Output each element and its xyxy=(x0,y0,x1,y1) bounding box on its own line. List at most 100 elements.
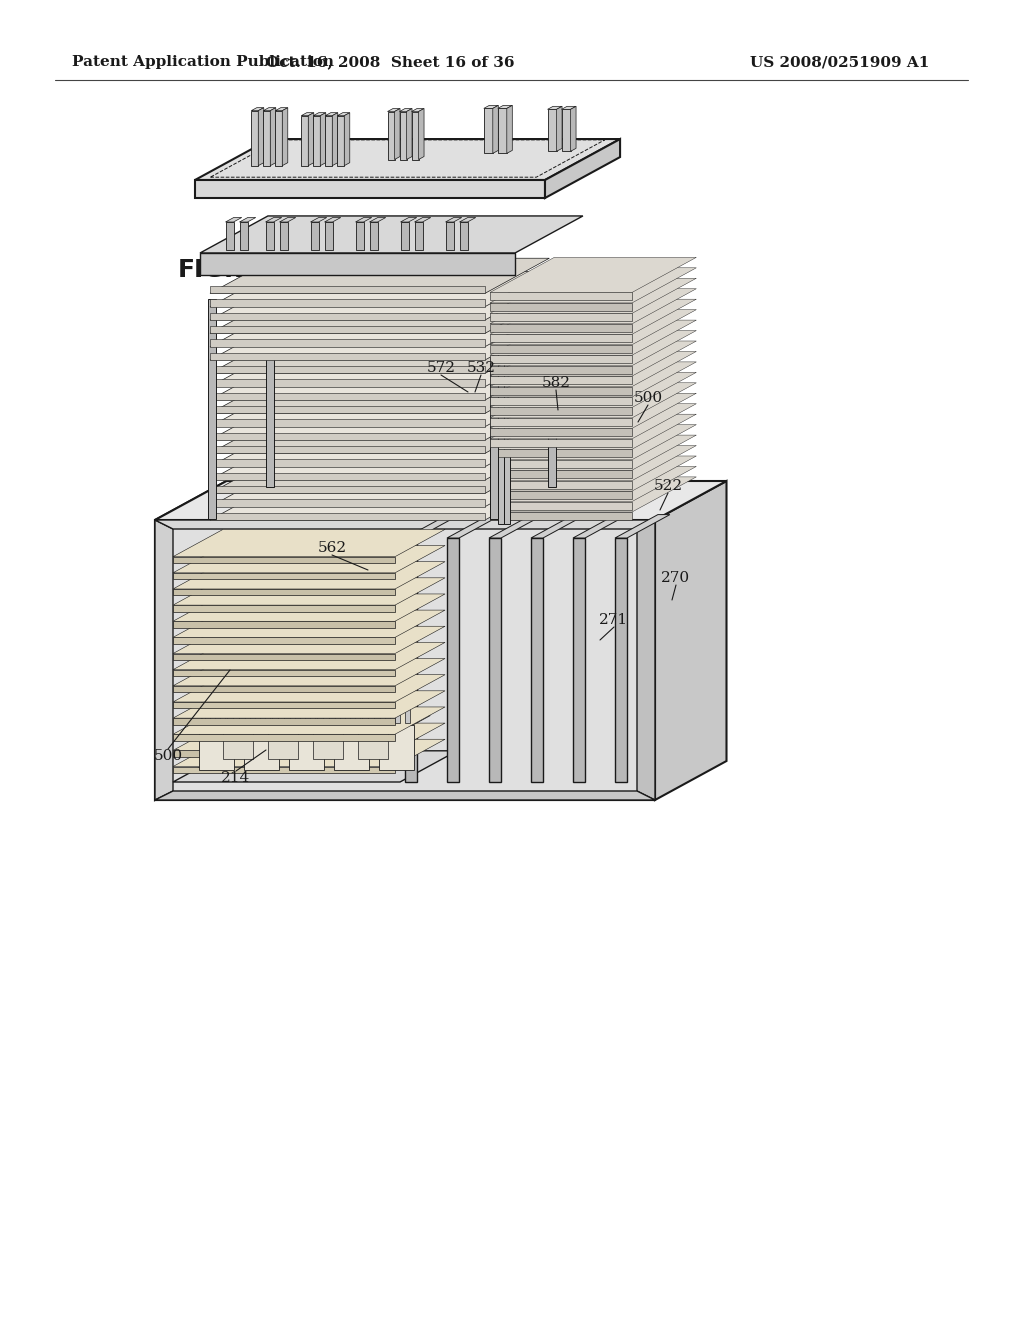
Polygon shape xyxy=(493,106,499,153)
Polygon shape xyxy=(173,739,445,767)
Polygon shape xyxy=(265,218,282,222)
Polygon shape xyxy=(490,512,632,520)
Text: 500: 500 xyxy=(154,748,182,763)
Polygon shape xyxy=(490,470,632,478)
Polygon shape xyxy=(227,709,233,723)
Polygon shape xyxy=(379,725,414,770)
Polygon shape xyxy=(415,222,423,249)
Polygon shape xyxy=(310,222,318,249)
Polygon shape xyxy=(210,446,485,453)
Polygon shape xyxy=(447,515,502,539)
Polygon shape xyxy=(210,445,549,480)
Polygon shape xyxy=(490,319,696,355)
Polygon shape xyxy=(490,300,696,334)
Polygon shape xyxy=(210,407,485,413)
Polygon shape xyxy=(548,267,556,487)
Polygon shape xyxy=(490,466,696,502)
Text: Patent Application Publication: Patent Application Publication xyxy=(72,55,334,69)
Polygon shape xyxy=(490,429,632,437)
Polygon shape xyxy=(379,715,430,725)
Polygon shape xyxy=(490,491,632,499)
Polygon shape xyxy=(412,108,424,111)
Polygon shape xyxy=(210,364,549,400)
Polygon shape xyxy=(490,480,632,488)
Polygon shape xyxy=(210,486,485,494)
Polygon shape xyxy=(573,539,585,781)
Polygon shape xyxy=(344,112,350,166)
Polygon shape xyxy=(359,705,365,723)
Polygon shape xyxy=(400,218,417,222)
Polygon shape xyxy=(394,705,399,723)
Polygon shape xyxy=(173,675,445,702)
Polygon shape xyxy=(490,414,696,449)
Polygon shape xyxy=(251,111,258,166)
Polygon shape xyxy=(321,112,326,166)
Polygon shape xyxy=(407,108,412,160)
Polygon shape xyxy=(490,345,632,352)
Polygon shape xyxy=(210,432,549,467)
Polygon shape xyxy=(490,404,696,438)
Polygon shape xyxy=(210,499,485,507)
Polygon shape xyxy=(173,622,395,628)
Polygon shape xyxy=(210,459,485,467)
Polygon shape xyxy=(362,709,368,723)
Polygon shape xyxy=(489,515,544,539)
Polygon shape xyxy=(313,723,343,759)
Polygon shape xyxy=(490,477,696,512)
Polygon shape xyxy=(557,107,562,152)
Polygon shape xyxy=(210,312,549,347)
Polygon shape xyxy=(224,705,229,723)
Polygon shape xyxy=(490,355,632,363)
Polygon shape xyxy=(244,715,295,725)
Polygon shape xyxy=(284,709,290,723)
Text: 522: 522 xyxy=(653,479,683,492)
Polygon shape xyxy=(173,708,445,734)
Polygon shape xyxy=(270,108,275,166)
Polygon shape xyxy=(263,111,270,166)
Polygon shape xyxy=(460,218,476,222)
Polygon shape xyxy=(199,725,233,770)
Polygon shape xyxy=(210,352,485,360)
Polygon shape xyxy=(490,455,696,491)
Polygon shape xyxy=(173,594,445,622)
Polygon shape xyxy=(325,222,333,249)
Polygon shape xyxy=(384,705,389,723)
Polygon shape xyxy=(173,702,395,709)
Polygon shape xyxy=(239,709,245,723)
Polygon shape xyxy=(313,112,326,116)
Polygon shape xyxy=(334,715,385,725)
Text: Oct. 16, 2008  Sheet 16 of 36: Oct. 16, 2008 Sheet 16 of 36 xyxy=(266,55,514,69)
Polygon shape xyxy=(210,338,549,374)
Polygon shape xyxy=(280,222,288,249)
Polygon shape xyxy=(394,108,400,160)
Polygon shape xyxy=(295,705,299,723)
Polygon shape xyxy=(208,298,216,519)
Polygon shape xyxy=(490,446,696,480)
Polygon shape xyxy=(173,638,395,644)
Polygon shape xyxy=(370,222,378,249)
Polygon shape xyxy=(531,515,586,539)
Polygon shape xyxy=(251,108,264,111)
Polygon shape xyxy=(259,705,264,723)
Polygon shape xyxy=(498,284,504,524)
Polygon shape xyxy=(387,108,400,111)
Polygon shape xyxy=(399,111,407,160)
Polygon shape xyxy=(490,438,632,446)
Polygon shape xyxy=(223,723,253,759)
Polygon shape xyxy=(548,110,557,152)
Polygon shape xyxy=(200,216,583,253)
Polygon shape xyxy=(173,723,445,750)
Polygon shape xyxy=(210,379,485,387)
Polygon shape xyxy=(214,705,219,723)
Polygon shape xyxy=(195,139,621,180)
Polygon shape xyxy=(415,218,431,222)
Polygon shape xyxy=(244,725,279,770)
Polygon shape xyxy=(419,108,424,160)
Polygon shape xyxy=(250,705,255,723)
Text: 500: 500 xyxy=(634,391,663,405)
Polygon shape xyxy=(155,480,226,800)
Polygon shape xyxy=(490,341,696,376)
Polygon shape xyxy=(337,112,350,116)
Polygon shape xyxy=(490,293,632,301)
Polygon shape xyxy=(210,259,549,293)
